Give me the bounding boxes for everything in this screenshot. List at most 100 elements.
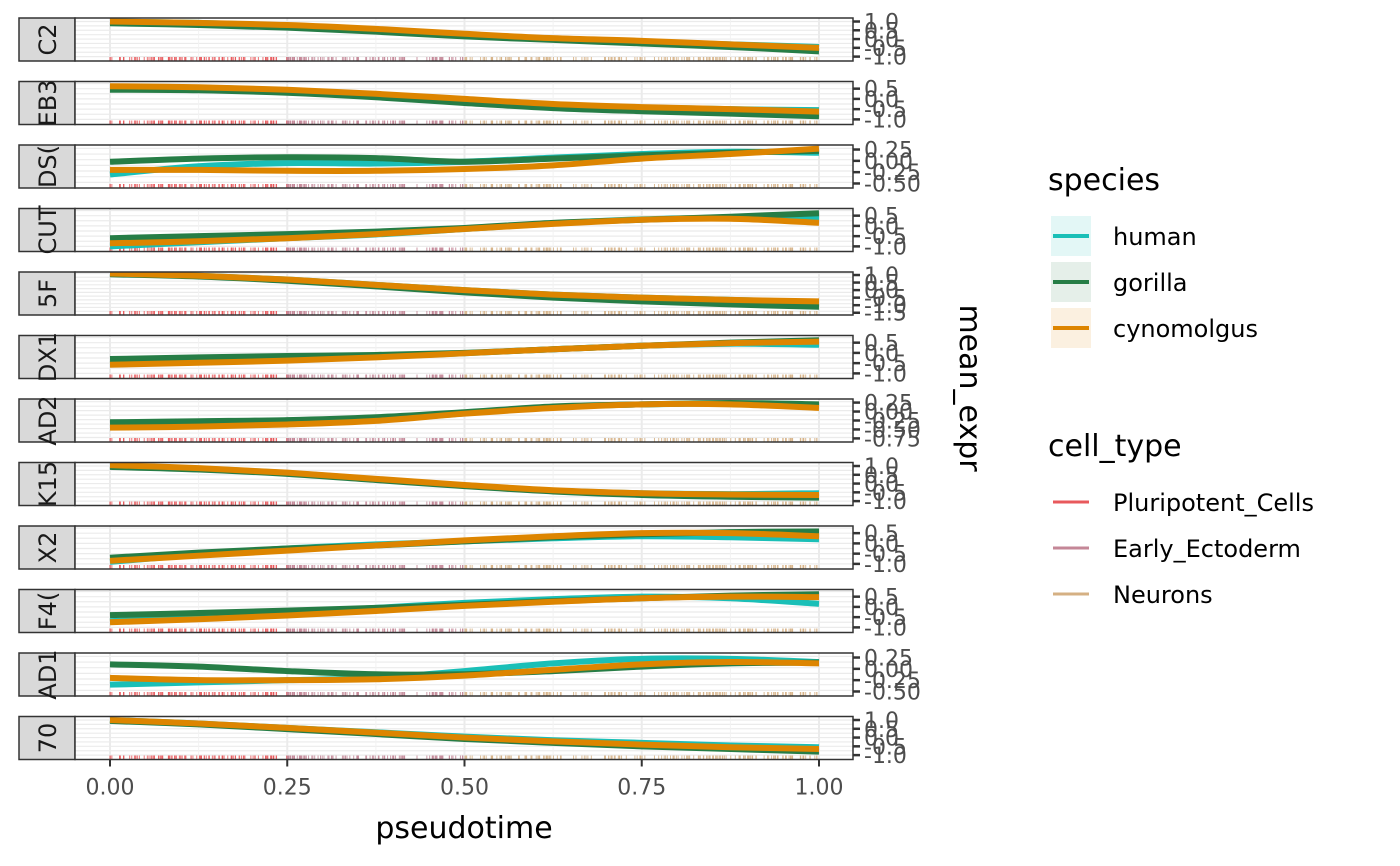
- facet-strip-label: CUT: [34, 205, 62, 254]
- facet-strip-label: X2: [34, 532, 62, 564]
- facet-strip: [18, 144, 76, 189]
- y-tick-label: -1.0: [864, 553, 907, 578]
- series-line-cynomolgus: [109, 338, 820, 368]
- y-tick-label: -0.25: [864, 410, 921, 435]
- facet-panel: X2 0.50.0-0.5-1.0: [18, 522, 907, 578]
- facet-strip-label: EB3: [34, 80, 62, 127]
- facet-strip-label: DS(: [34, 145, 62, 188]
- panel-plot-area: [75, 399, 853, 442]
- y-tick-label: -1.5: [864, 302, 907, 327]
- panel-border: [74, 144, 854, 189]
- facet-strip: [18, 715, 76, 761]
- y-tick-label: -0.50: [864, 680, 921, 705]
- series-line-cynomolgus: [109, 659, 820, 684]
- series-line-cynomolgus: [109, 272, 820, 305]
- facet-panel: DS( 0.250.00-0.25-0.50: [18, 139, 921, 197]
- facet-panel: AD2 0.250.00-0.25-0.50-0.75: [18, 392, 921, 452]
- panel-border: [74, 334, 854, 380]
- facet-strip-label: DX1: [34, 332, 62, 382]
- y-tick-label: -0.5: [864, 98, 907, 123]
- panel-plot-area: [75, 18, 853, 61]
- y-tick-label: 0.5: [864, 78, 899, 103]
- y-tick-label: 0.0: [864, 215, 899, 240]
- y-tick-label: 0.00: [864, 658, 913, 683]
- y-tick-label: -0.5: [864, 287, 907, 312]
- y-tick-label: -0.25: [864, 161, 921, 186]
- facet-strip: [18, 207, 76, 253]
- y-tick-label: 0.5: [864, 464, 899, 489]
- facet-strip: [18, 334, 76, 380]
- y-tick-label: 0.25: [864, 392, 913, 417]
- facet-strip-label: C2: [34, 23, 62, 55]
- y-tick-label: 0.00: [864, 150, 913, 175]
- panel-border: [74, 652, 854, 697]
- panel-plot-area: [75, 589, 853, 633]
- facet-panel: 5F 1.00.50.0-0.5-1.0-1.5: [18, 264, 907, 327]
- y-tick-label: 1.0: [864, 11, 899, 36]
- facet-panel: AD1 0.250.00-0.25-0.50: [18, 647, 921, 705]
- facet-strip: [18, 271, 76, 316]
- y-tick-label: 0.25: [864, 647, 913, 672]
- panel-border: [74, 588, 854, 634]
- panel-plot-area: [75, 272, 853, 315]
- facet-strip: [18, 652, 76, 697]
- y-tick-label: -0.50: [864, 172, 921, 197]
- facet-strip-label: F4(: [34, 592, 62, 630]
- y-tick-label: -1.0: [864, 108, 907, 133]
- facet-strip: [18, 588, 76, 634]
- y-tick-label: 0.5: [864, 522, 899, 547]
- facet-panel: CUT 0.50.0-0.5-1.0: [18, 205, 907, 260]
- series-line-cynomolgus: [109, 145, 820, 174]
- y-tick-label: -0.75: [864, 427, 921, 452]
- y-tick-label: -0.5: [864, 481, 907, 506]
- y-tick-label: 0.5: [864, 272, 899, 297]
- y-tick-label: 0.5: [864, 19, 899, 44]
- series-line-cynomolgus: [109, 462, 820, 498]
- y-tick-label: 0.0: [864, 342, 899, 367]
- y-tick-label: -0.25: [864, 669, 921, 694]
- y-tick-label: -0.5: [864, 606, 907, 631]
- y-tick-label: -1.0: [864, 46, 907, 71]
- facet-panel: C2 1.00.50.0-0.5-1.0: [18, 11, 907, 71]
- y-tick-label: 0.0: [864, 596, 899, 621]
- y-tick-label: 0.0: [864, 473, 899, 498]
- y-tick-label: -0.5: [864, 352, 907, 377]
- facet-strip-label: AD1: [34, 649, 62, 699]
- y-tick-label: 0.5: [864, 586, 899, 611]
- y-tick-label: 0.00: [864, 401, 913, 426]
- panel-plot-area: [75, 716, 853, 760]
- y-tick-label: -0.5: [864, 37, 907, 62]
- facet-panel: 701.00.50.0-0.5-1.0: [18, 709, 907, 769]
- y-tick-label: 1.0: [864, 264, 899, 289]
- panel-plot-area: [75, 526, 853, 569]
- y-tick-label: -1.0: [864, 235, 907, 260]
- series-line-cynomolgus: [109, 83, 820, 115]
- panel-border: [74, 271, 854, 316]
- facet-panel: EB3 0.50.0-0.5-1.0: [18, 78, 907, 133]
- panel-border: [74, 525, 854, 570]
- y-tick-label: 0.0: [864, 279, 899, 304]
- panel-border: [74, 80, 854, 126]
- facet-panel: F4( 0.50.0-0.5-1.0: [18, 586, 907, 641]
- facet-strip: [18, 525, 76, 570]
- y-tick-label: 1.0: [864, 455, 899, 480]
- y-tick-label: -1.0: [864, 490, 907, 515]
- y-tick-label: -1.0: [864, 616, 907, 641]
- y-tick-label: 0.5: [864, 332, 899, 357]
- y-tick-label: -0.5: [864, 543, 907, 568]
- y-tick-label: -0.50: [864, 418, 921, 443]
- facet-strip: [18, 17, 76, 62]
- series-line-cynomolgus: [109, 215, 820, 247]
- y-tick-label: 0.25: [864, 139, 913, 164]
- y-tick-label: 0.0: [864, 88, 899, 113]
- y-tick-label: 0.5: [864, 205, 899, 230]
- y-tick-label: -1.0: [864, 294, 907, 319]
- facet-strip-label: AD2: [34, 395, 62, 445]
- panel-border: [74, 207, 854, 253]
- facet-strip: [18, 398, 76, 443]
- facet-strip-label: 70: [34, 723, 62, 754]
- panel-plot-area: [75, 653, 853, 696]
- y-tick-label: -0.5: [864, 225, 907, 250]
